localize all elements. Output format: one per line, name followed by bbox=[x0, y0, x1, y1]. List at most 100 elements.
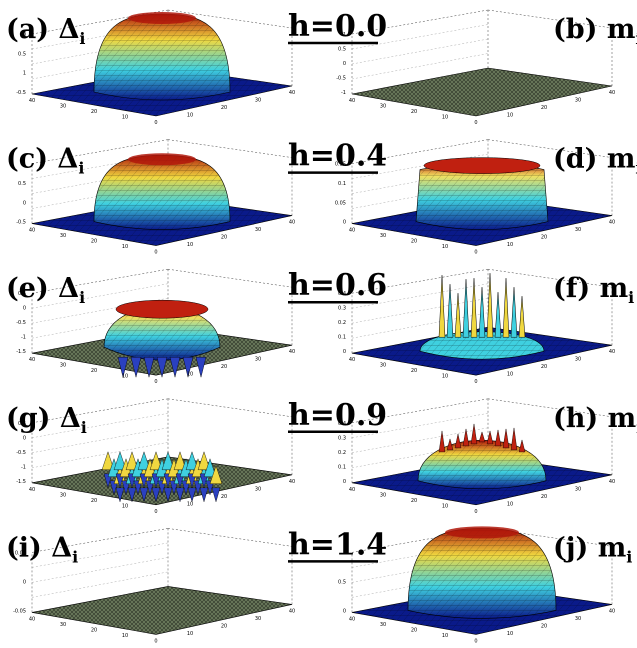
z-tick-label: 0 bbox=[343, 608, 346, 614]
surface-spike bbox=[502, 278, 510, 338]
field-label-group: h=0.4 bbox=[288, 139, 387, 174]
z-tick-label: 0.4 bbox=[338, 421, 346, 427]
xy-tick-label: 30 bbox=[380, 492, 386, 498]
panel-label: (h) mi bbox=[553, 403, 637, 437]
z-tick-label: 0 bbox=[23, 200, 26, 206]
xy-tick-label: 30 bbox=[380, 104, 386, 110]
field-label-group: h=0.0 bbox=[288, 9, 387, 45]
surface-bump bbox=[185, 451, 199, 470]
xy-tick-label: 40 bbox=[289, 349, 295, 355]
xy-tick-label: 30 bbox=[60, 492, 66, 498]
xy-tick-label: 20 bbox=[541, 623, 547, 629]
surface-spike bbox=[478, 431, 486, 443]
z-tick-label: -1 bbox=[21, 335, 26, 341]
field-label: h=0.4 bbox=[288, 139, 387, 174]
z-tick-label: -0.5 bbox=[336, 76, 346, 82]
z-tick-label: 0.4 bbox=[338, 291, 346, 297]
xy-tick-label: 10 bbox=[442, 115, 448, 121]
xy-tick-label: 30 bbox=[60, 363, 66, 369]
field-label: h=0.0 bbox=[288, 9, 387, 44]
xy-tick-label: 30 bbox=[575, 357, 581, 363]
z-tick-label: 0.5 bbox=[18, 51, 26, 57]
panel-label: (g) Δi bbox=[6, 403, 87, 437]
surface-ring-rim bbox=[115, 299, 209, 319]
surface-bump bbox=[173, 451, 187, 470]
xy-tick-label: 40 bbox=[609, 220, 615, 226]
xy-tick-label: 40 bbox=[349, 228, 355, 234]
surface-spike bbox=[502, 428, 510, 449]
axis-box bbox=[31, 528, 293, 613]
surface-spike bbox=[510, 287, 518, 338]
surface-dip bbox=[195, 357, 207, 378]
surface-bump bbox=[113, 451, 127, 470]
xy-tick-label: 10 bbox=[187, 372, 193, 378]
surface-bump bbox=[137, 451, 151, 470]
xy-tick-label: 0 bbox=[474, 509, 477, 515]
surface-bump bbox=[125, 451, 139, 470]
xy-tick-label: 0 bbox=[474, 250, 477, 256]
surface-mesh bbox=[104, 306, 220, 361]
surface-spike bbox=[510, 427, 518, 451]
field-label: h=1.4 bbox=[288, 527, 387, 562]
z-tick-label: 0.5 bbox=[18, 421, 26, 427]
surface-bump bbox=[161, 451, 175, 470]
surface-spike bbox=[486, 273, 494, 338]
z-tick-label: 0.2 bbox=[338, 450, 346, 456]
surface-bump bbox=[101, 451, 115, 470]
xy-tick-label: 40 bbox=[29, 487, 35, 493]
z-tick-label: 0.2 bbox=[338, 320, 346, 326]
xy-tick-label: 40 bbox=[289, 479, 295, 485]
xy-tick-label: 40 bbox=[349, 357, 355, 363]
z-tick-label: 0 bbox=[343, 479, 346, 485]
surface-mesh bbox=[94, 14, 230, 100]
surface-dip bbox=[130, 357, 142, 378]
xy-tick-label: 30 bbox=[575, 486, 581, 492]
surface-peak bbox=[128, 12, 196, 24]
xy-tick-label: 40 bbox=[609, 90, 615, 96]
z-tick-label: -0.5 bbox=[16, 450, 26, 456]
xy-tick-label: 30 bbox=[60, 233, 66, 239]
xy-tick-label: 30 bbox=[255, 357, 261, 363]
z-tick-label: 0.05 bbox=[335, 200, 346, 206]
xy-tick-label: 40 bbox=[609, 479, 615, 485]
xy-tick-label: 20 bbox=[221, 494, 227, 500]
xy-tick-label: 40 bbox=[349, 98, 355, 104]
xy-tick-label: 40 bbox=[609, 349, 615, 355]
xy-tick-label: 10 bbox=[507, 113, 513, 119]
xy-tick-label: 10 bbox=[187, 113, 193, 119]
panel-label: (e) Δi bbox=[6, 273, 85, 307]
surface-spike bbox=[470, 423, 478, 445]
z-tick-label: -0.5 bbox=[16, 320, 26, 326]
surface-spike bbox=[478, 287, 486, 338]
z-tick-label: 0 bbox=[23, 435, 26, 441]
z-tick-label: 0.5 bbox=[338, 579, 346, 585]
z-tick-label: 0 bbox=[23, 32, 26, 38]
xy-tick-label: 10 bbox=[507, 242, 513, 248]
xy-tick-label: 30 bbox=[575, 227, 581, 233]
xy-tick-label: 30 bbox=[255, 616, 261, 622]
xy-tick-label: 0 bbox=[474, 638, 477, 644]
z-tick-label: 0 bbox=[23, 579, 26, 585]
surface-spike bbox=[518, 439, 526, 453]
xy-tick-label: 20 bbox=[411, 239, 417, 245]
xy-tick-label: 20 bbox=[221, 364, 227, 370]
xy-tick-label: 0 bbox=[154, 379, 157, 385]
surface-spike bbox=[462, 428, 470, 447]
surface-dip bbox=[156, 357, 168, 378]
xy-tick-label: 40 bbox=[29, 98, 35, 104]
xy-tick-label: 10 bbox=[442, 633, 448, 639]
z-tick-label: 0.1 bbox=[338, 181, 346, 187]
panel-label: (c) Δi bbox=[6, 144, 84, 178]
xy-tick-label: 10 bbox=[507, 501, 513, 507]
xy-tick-label: 20 bbox=[411, 627, 417, 633]
surface-base-plane bbox=[31, 586, 293, 635]
xy-tick-label: 40 bbox=[29, 616, 35, 622]
xy-tick-label: 20 bbox=[91, 109, 97, 115]
surface-spike bbox=[446, 438, 454, 451]
z-tick-label: 0.1 bbox=[338, 335, 346, 341]
xy-tick-label: 10 bbox=[122, 115, 128, 121]
xy-tick-label: 20 bbox=[221, 105, 227, 111]
xy-tick-label: 40 bbox=[289, 608, 295, 614]
